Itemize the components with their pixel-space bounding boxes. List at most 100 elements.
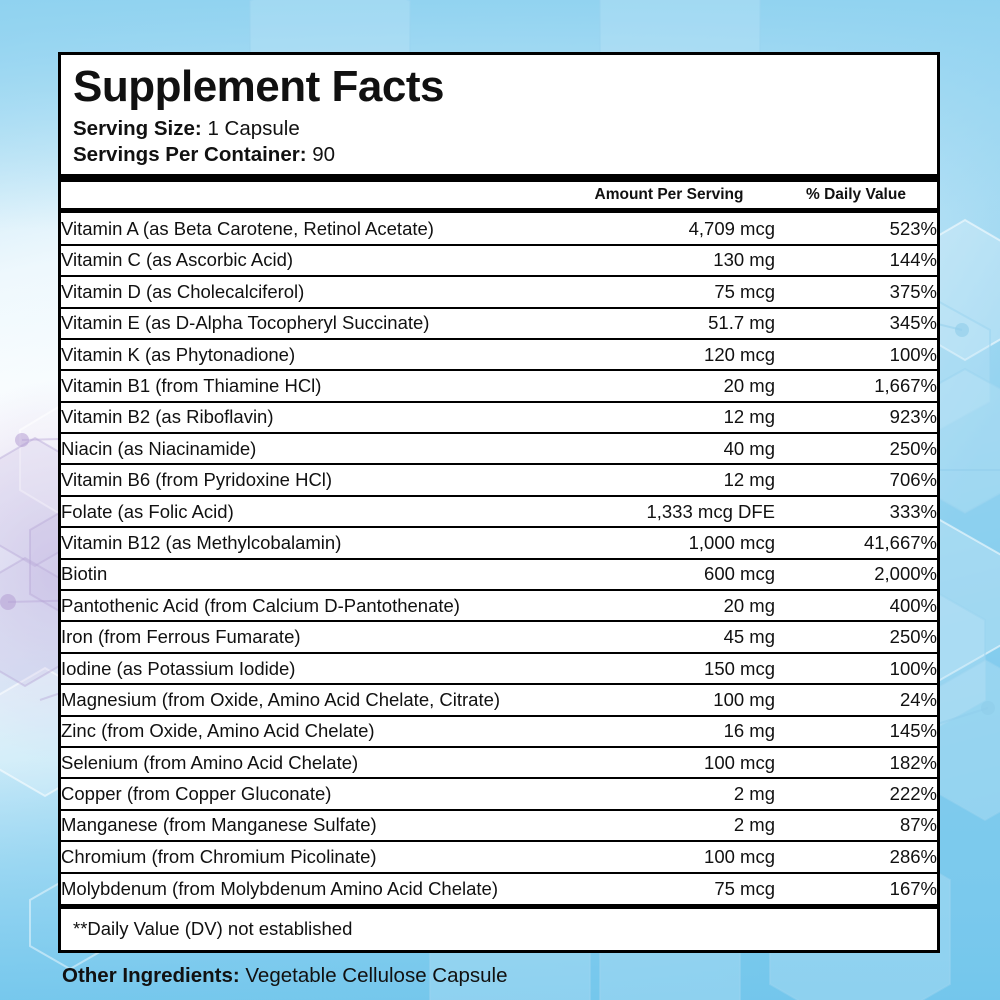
other-ingredients-value: Vegetable Cellulose Capsule <box>245 963 508 987</box>
table-row: Chromium (from Chromium Picolinate) 100 m… <box>61 841 937 874</box>
supplement-facts-panel: Supplement Facts Serving Size: 1 Capsule… <box>58 52 940 988</box>
table-row: Iodine (as Potassium Iodide) 150 mcg 100% <box>61 652 937 686</box>
nutrient-daily-value: 400% <box>775 590 937 623</box>
nutrient-amount: 12 mg <box>563 401 775 435</box>
nutrient-name: Vitamin B6 (from Pyridoxine HCl) <box>61 464 563 497</box>
table-row: Biotin 600 mcg 2,000% <box>61 558 937 592</box>
nutrient-name: Molybdenum (from Molybdenum Amino Acid C… <box>61 877 498 899</box>
nutrient-daily-value: 1,667% <box>775 370 937 403</box>
table-row: Vitamin D (as Cholecalciferol) 75 mcg 375% <box>61 276 937 309</box>
serving-size-label: Serving Size: <box>73 116 202 140</box>
table-row: Vitamin B6 (from Pyridoxine HCl) 12 mg 706… <box>61 464 937 497</box>
nutrient-daily-value: 24% <box>775 684 937 717</box>
nutrient-amount: 75 mcg <box>714 877 775 899</box>
daily-value-footnote: **Daily Value (DV) not established <box>73 917 353 939</box>
nutrient-daily-value: 923% <box>775 401 937 435</box>
table-row: Pantothenic Acid (from Calcium D-Pantoth… <box>61 590 937 623</box>
nutrient-amount: 2 mg <box>563 809 775 843</box>
nutrient-name: Vitamin B1 (from Thiamine HCl) <box>61 370 563 403</box>
nutrient-name: Vitamin E (as D-Alpha Tocopheryl Succina… <box>61 307 563 340</box>
table-row: Iron (from Ferrous Fumarate) 45 mg 250% <box>61 621 937 654</box>
nutrient-amount: 150 mcg <box>563 652 775 686</box>
nutrient-daily-value: 250% <box>775 621 937 654</box>
nutrient-daily-value: 250% <box>775 433 937 466</box>
nutrient-daily-value: 144% <box>775 244 937 278</box>
nutrient-amount: 75 mcg <box>563 276 775 309</box>
table-row: Vitamin B1 (from Thiamine HCl) 20 mg 1,667… <box>61 370 937 403</box>
nutrient-name: Pantothenic Acid (from Calcium D-Pantoth… <box>61 590 563 623</box>
nutrition-table: Amount Per Serving % Daily Value <box>61 182 937 208</box>
table-header-row: Amount Per Serving % Daily Value <box>61 182 937 208</box>
nutrient-name: Magnesium (from Oxide, Amino Acid Chelat… <box>61 684 563 717</box>
column-header-name <box>61 182 563 208</box>
nutrient-daily-value: 222% <box>775 778 937 811</box>
table-row: Selenium (from Amino Acid Chelate) 100 mc… <box>61 746 937 780</box>
nutrient-daily-value: 333% <box>775 495 937 529</box>
nutrient-name: Vitamin B12 (as Methylcobalamin) <box>61 527 563 560</box>
serving-size-value: 1 Capsule <box>207 116 300 140</box>
nutrient-amount: 100 mcg <box>563 746 775 780</box>
nutrient-daily-value: 41,667% <box>775 527 937 560</box>
table-row: Vitamin E (as D-Alpha Tocopheryl Succina… <box>61 307 937 340</box>
nutrient-daily-value: 100% <box>775 652 937 686</box>
nutrient-amount: 1,000 mcg <box>563 527 775 560</box>
nutrient-daily-value: 145% <box>775 715 937 748</box>
table-row: Folate (as Folic Acid) 1,333 mcg DFE 333% <box>61 495 937 529</box>
page-title: Supplement Facts <box>73 62 444 111</box>
nutrient-daily-value: 182% <box>775 746 937 780</box>
table-row: Magnesium (from Oxide, Amino Acid Chelat… <box>61 684 937 717</box>
nutrient-amount: 20 mg <box>563 370 775 403</box>
table-row: Vitamin B2 (as Riboflavin) 12 mg 923% <box>61 401 937 435</box>
divider-above-headers <box>61 174 937 183</box>
table-row: Manganese (from Manganese Sulfate) 2 mg 87… <box>61 809 937 843</box>
servings-per-container-line: Servings Per Container: 90 <box>73 142 925 168</box>
nutrient-daily-value: 2,000% <box>775 558 937 592</box>
nutrient-name: Iodine (as Potassium Iodide) <box>61 652 563 686</box>
column-header-amount: Amount Per Serving <box>594 186 744 204</box>
nutrient-name: Vitamin K (as Phytonadione) <box>61 338 563 372</box>
nutrient-amount: 100 mcg <box>563 841 775 874</box>
nutrient-amount: 4,709 mcg <box>563 213 775 246</box>
servings-per-container-value: 90 <box>312 143 336 167</box>
nutrient-daily-value: 523% <box>775 213 937 246</box>
nutrient-amount: 20 mg <box>563 590 775 623</box>
nutrient-name: Vitamin B2 (as Riboflavin) <box>61 401 563 435</box>
nutrient-name: Biotin <box>61 558 563 592</box>
nutrient-name: Vitamin C (as Ascorbic Acid) <box>61 244 563 278</box>
nutrient-amount: 120 mcg <box>563 338 775 372</box>
nutrient-amount: 1,333 mcg DFE <box>563 495 775 529</box>
nutrient-name: Vitamin D (as Cholecalciferol) <box>61 276 563 309</box>
nutrient-daily-value: 706% <box>775 464 937 497</box>
serving-size-line: Serving Size: 1 Capsule <box>73 116 925 142</box>
nutrient-daily-value: 87% <box>775 809 937 843</box>
servings-per-container-label: Servings Per Container: <box>73 143 307 167</box>
nutrient-amount: 51.7 mg <box>563 307 775 340</box>
other-ingredients-label: Other Ingredients: <box>62 963 240 987</box>
table-row: Vitamin C (as Ascorbic Acid) 130 mg 144% <box>61 244 937 278</box>
nutrient-name: Chromium (from Chromium Picolinate) <box>61 841 563 874</box>
nutrient-daily-value: 100% <box>775 338 937 372</box>
facts-header-block: Supplement Facts Serving Size: 1 Capsule… <box>61 55 937 174</box>
nutrient-daily-value: 375% <box>775 276 937 309</box>
nutrient-amount: 600 mcg <box>563 558 775 592</box>
table-row: Molybdenum (from Molybdenum Amino Acid C… <box>61 873 937 904</box>
nutrient-amount: 2 mg <box>563 778 775 811</box>
nutrient-name: Copper (from Copper Gluconate) <box>61 778 563 811</box>
nutrient-daily-value: 167% <box>889 877 937 899</box>
nutrient-amount: 40 mg <box>563 433 775 466</box>
nutrient-name: Manganese (from Manganese Sulfate) <box>61 809 563 843</box>
table-row: Zinc (from Oxide, Amino Acid Chelate) 16 … <box>61 715 937 748</box>
table-row: Vitamin B12 (as Methylcobalamin) 1,000 mc… <box>61 527 937 560</box>
divider-below-headers <box>61 208 937 214</box>
nutrient-name: Folate (as Folic Acid) <box>61 495 563 529</box>
nutrient-daily-value: 345% <box>775 307 937 340</box>
table-row: Vitamin K (as Phytonadione) 120 mcg 100% <box>61 338 937 372</box>
nutrient-amount: 130 mg <box>563 244 775 278</box>
nutrient-name: Zinc (from Oxide, Amino Acid Chelate) <box>61 715 563 748</box>
column-header-daily-value: % Daily Value <box>806 186 906 204</box>
nutrient-amount: 12 mg <box>563 464 775 497</box>
nutrient-name: Niacin (as Niacinamide) <box>61 433 563 466</box>
divider-above-footnote <box>61 903 937 909</box>
nutrient-amount: 100 mg <box>563 684 775 717</box>
nutrient-daily-value: 286% <box>775 841 937 874</box>
